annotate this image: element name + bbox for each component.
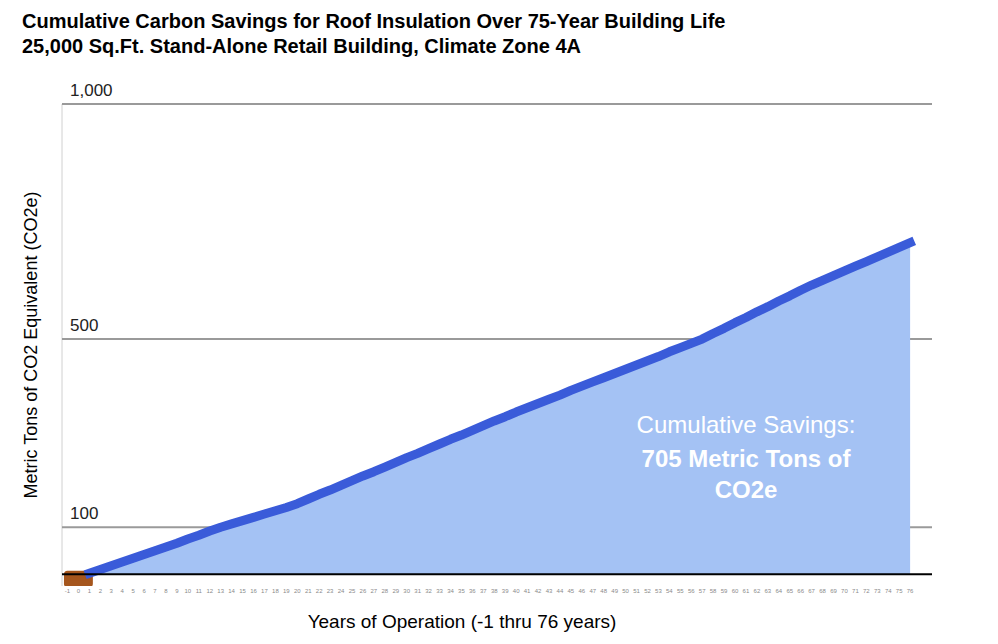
x-tick-label: 29 [392,588,399,594]
x-axis-line [62,573,932,575]
subtitle: 25,000 Sq.Ft. Stand-Alone Retail Buildin… [22,35,581,57]
x-tick-label: 50 [622,588,629,594]
x-tick-label: 41 [524,588,531,594]
x-tick-label: 30 [403,588,410,594]
x-tick-label: 25 [349,588,356,594]
x-tick-label: 64 [775,588,782,594]
line [89,243,910,574]
x-tick-label: 69 [830,588,837,594]
y-tick-label: 100 [70,504,98,523]
x-tick-label: 23 [327,588,334,594]
y-axis-title: Metric Tons of CO2 Equivalent (CO2e) [21,192,41,499]
x-tick-label: 4 [121,588,125,594]
x-tick-label: 24 [338,588,345,594]
grid-line [62,103,932,105]
x-tick-label: 47 [589,588,596,594]
x-tick-label: 34 [447,588,454,594]
x-tick-label: 66 [797,588,804,594]
x-tick-label: 55 [677,588,684,594]
x-tick-label: 56 [688,588,695,594]
x-tick-label: 18 [272,588,279,594]
x-tick-label: 6 [142,588,146,594]
x-tick-label: 17 [261,588,268,594]
x-tick-label: 33 [436,588,443,594]
x-tick-label: 32 [425,588,432,594]
x-tick-label: 63 [765,588,772,594]
x-tick-label: 2 [99,588,103,594]
x-tick-label: 14 [228,588,235,594]
x-tick-label: 36 [469,588,476,594]
x-tick-label: 58 [710,588,717,594]
x-tick-label: 39 [502,588,509,594]
x-tick-label: 53 [655,588,662,594]
title: Cumulative Carbon Savings for Roof Insul… [22,10,725,32]
x-tick-label: 73 [874,588,881,594]
x-axis-title: Years of Operation (-1 thru 76 years) [308,611,617,632]
x-tick-label: 31 [414,588,421,594]
x-tick-label: 10 [185,588,192,594]
y-axis-line [62,104,63,586]
x-tick-label: 72 [863,588,870,594]
x-tick-label: 75 [896,588,903,594]
x-tick-label: 16 [250,588,257,594]
x-tick-label: 62 [754,588,761,594]
x-tick-label: 1 [88,588,92,594]
x-tick-label: 67 [808,588,815,594]
x-tick-label: 35 [458,588,465,594]
y-tick-label: 1,000 [70,81,113,100]
x-tick-label: 20 [294,588,301,594]
x-tick-label: 38 [491,588,498,594]
x-tick-label: 74 [885,588,892,594]
x-tick-label: 44 [557,588,564,594]
x-tick-label: 0 [77,588,81,594]
x-tick-label: 54 [666,588,673,594]
x-tick-label: 43 [546,588,553,594]
annotation-line: CO2e [715,476,778,503]
plot-area [67,243,910,584]
x-tick-label: 5 [131,588,135,594]
x-tick-label: 68 [819,588,826,594]
x-tick-label: 8 [164,588,168,594]
x-tick-label: 21 [305,588,312,594]
x-tick-label: 28 [381,588,388,594]
x-tick-label: 51 [633,588,640,594]
x-tick-label: 49 [611,588,618,594]
x-tick-label: 12 [206,588,213,594]
x-tick-label: 19 [283,588,290,594]
x-tick-label: 26 [360,588,367,594]
x-tick-label: 61 [743,588,750,594]
x-tick-label: 27 [371,588,378,594]
x-tick-label: 76 [907,588,914,594]
annotation: 705 Metric Tons of CO2e [642,445,852,503]
annotation-line: 705 Metric Tons of [642,445,852,472]
x-tick-label: 15 [239,588,246,594]
x-tick-label: 57 [699,588,706,594]
x-tick-label: 65 [786,588,793,594]
x-tick-label: 52 [644,588,651,594]
x-tick-label: 45 [568,588,575,594]
chart: Cumulative Carbon Savings for Roof Insul… [0,0,998,644]
x-tick-label: 42 [535,588,542,594]
x-tick-label: 46 [578,588,585,594]
x-tick-label: 22 [316,588,323,594]
x-tick-label: 71 [852,588,859,594]
x-tick-label: -1 [65,588,71,594]
area [89,243,910,575]
x-tick-label: 9 [175,588,179,594]
y-tick-label: 500 [70,316,98,335]
x-tick-label: 3 [110,588,114,594]
x-tick-label: 59 [721,588,728,594]
x-tick-label: 40 [513,588,520,594]
x-tick-label: 7 [153,588,157,594]
x-tick-label: 48 [600,588,607,594]
x-tick-label: 60 [732,588,739,594]
x-tick-label: 70 [841,588,848,594]
x-tick-label: 11 [196,588,203,594]
x-tick-label: 37 [480,588,487,594]
x-tick-label: 13 [217,588,224,594]
annotation: Cumulative Savings: [637,411,856,438]
